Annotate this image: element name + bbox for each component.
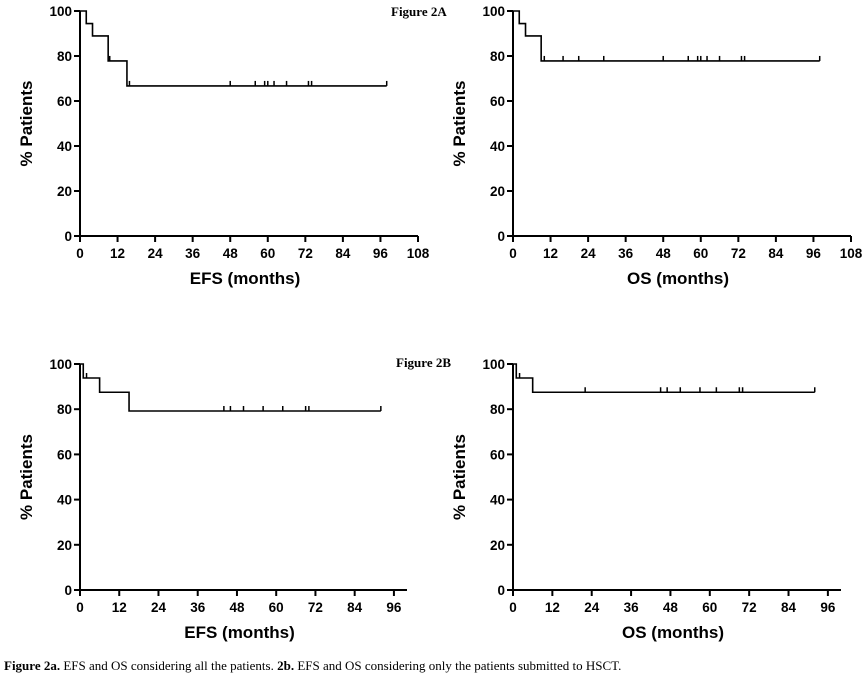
x-tick-label: 96 [386, 600, 402, 615]
x-tick-label: 36 [618, 246, 634, 261]
chart-2b-efs: 0 20 40 60 80 100 0 12 24 36 48 60 72 84 96 EFS (months… [17, 355, 451, 642]
y-axis-title: % Patients [450, 434, 469, 520]
y-tick-label: 0 [497, 583, 505, 598]
x-tick-label: 72 [298, 246, 313, 261]
x-tick-label: 48 [663, 600, 679, 615]
x-axis-title: EFS (months) [184, 623, 295, 642]
y-tick-label: 60 [490, 94, 505, 109]
x-tick-label: 96 [820, 600, 836, 615]
y-tick-label: 100 [482, 357, 505, 372]
x-tick-label: 60 [260, 246, 275, 261]
x-tick-label: 0 [509, 600, 517, 615]
y-tick-label: 80 [490, 402, 505, 417]
y-axis-title: % Patients [17, 81, 36, 167]
x-tick-label: 0 [509, 246, 517, 261]
x-tick-label: 12 [543, 246, 558, 261]
y-tick-label: 20 [490, 184, 505, 199]
x-tick-label: 36 [624, 600, 640, 615]
y-tick-label: 40 [490, 493, 505, 508]
chart-2a-os: 0 20 40 60 80 100 0 12 24 36 48 60 72 84 96 108 OS (mont… [450, 4, 863, 288]
survival-curve [513, 10, 820, 62]
y-axis-title: % Patients [450, 81, 469, 167]
x-tick-label: 12 [110, 246, 125, 261]
x-tick-label: 96 [806, 246, 822, 261]
x-tick-label: 0 [76, 600, 84, 615]
x-tick-label: 24 [148, 246, 164, 261]
survival-curve [80, 10, 387, 87]
x-axis-title: OS (months) [622, 623, 724, 642]
x-tick-label: 72 [731, 246, 746, 261]
caption-label-2b: 2b. [277, 658, 295, 673]
chart-2a-efs: 0 20 40 60 80 100 0 12 24 36 48 60 72 84 96 108 EFS (mon… [17, 4, 447, 288]
x-tick-label: 48 [229, 600, 245, 615]
y-tick-label: 100 [49, 357, 72, 372]
x-tick-label: 84 [347, 600, 363, 615]
y-tick-label: 20 [57, 184, 72, 199]
x-tick-label: 72 [308, 600, 323, 615]
x-tick-label: 60 [269, 600, 284, 615]
y-tick-label: 40 [57, 493, 72, 508]
y-tick-label: 100 [482, 4, 505, 19]
x-axis-title: OS (months) [627, 269, 729, 288]
x-tick-label: 72 [742, 600, 757, 615]
x-tick-label: 12 [112, 600, 127, 615]
caption-label-2a: Figure 2a. [4, 658, 61, 673]
caption-text-2a: EFS and OS considering all the patients. [60, 658, 278, 673]
y-tick-label: 60 [57, 94, 72, 109]
caption-text-2b: EFS and OS considering only the patients… [294, 658, 622, 673]
figure-label: Figure 2A [391, 4, 447, 19]
x-tick-label: 84 [781, 600, 797, 615]
x-tick-label: 60 [693, 246, 708, 261]
y-tick-label: 80 [57, 402, 72, 417]
y-tick-label: 40 [57, 139, 72, 154]
x-tick-label: 108 [840, 246, 863, 261]
figure-label: Figure 2B [396, 355, 451, 370]
y-tick-label: 60 [490, 447, 505, 462]
x-tick-label: 12 [545, 600, 560, 615]
y-tick-label: 100 [49, 4, 72, 19]
x-tick-label: 24 [584, 600, 600, 615]
survival-curve [80, 363, 381, 412]
y-tick-label: 20 [490, 538, 505, 553]
survival-curve [513, 363, 815, 394]
x-tick-label: 24 [151, 600, 167, 615]
figure-caption: Figure 2a. EFS and OS considering all th… [4, 658, 864, 674]
x-tick-label: 108 [407, 246, 430, 261]
y-tick-label: 80 [57, 49, 72, 64]
y-tick-label: 60 [57, 447, 72, 462]
chart-2b-os: 0 20 40 60 80 100 0 12 24 36 48 60 72 84 96 OS (months)… [450, 357, 841, 642]
x-tick-label: 24 [581, 246, 597, 261]
x-tick-label: 0 [76, 246, 84, 261]
y-tick-label: 40 [490, 139, 505, 154]
y-tick-label: 80 [490, 49, 505, 64]
x-tick-label: 60 [702, 600, 717, 615]
x-tick-label: 48 [656, 246, 672, 261]
x-axis-title: EFS (months) [190, 269, 301, 288]
y-tick-label: 0 [64, 583, 72, 598]
y-tick-label: 0 [64, 229, 72, 244]
y-axis-title: % Patients [17, 434, 36, 520]
x-tick-label: 36 [190, 600, 206, 615]
x-tick-label: 36 [185, 246, 201, 261]
x-tick-label: 84 [335, 246, 351, 261]
y-tick-label: 0 [497, 229, 505, 244]
x-tick-label: 48 [223, 246, 239, 261]
x-tick-label: 96 [373, 246, 389, 261]
x-tick-label: 84 [768, 246, 784, 261]
km-figure: 0 20 40 60 80 100 0 12 24 36 48 60 72 84 96 108 EFS (mon… [17, 4, 863, 642]
y-tick-label: 20 [57, 538, 72, 553]
